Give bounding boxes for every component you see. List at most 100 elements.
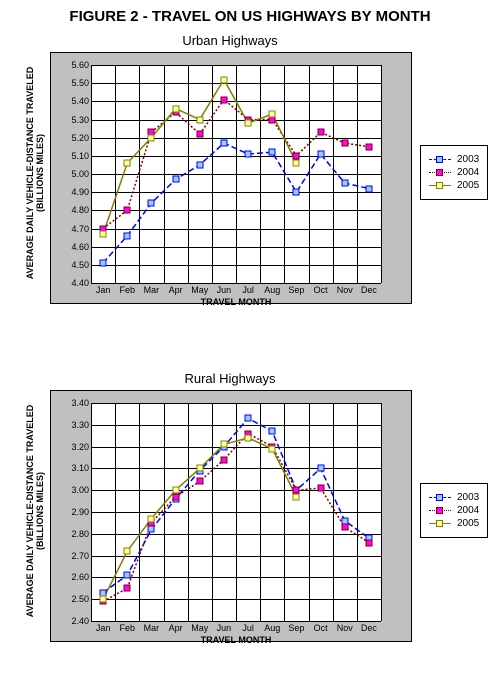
series-marker-2003 [245,415,252,422]
xtick-label: Jan [91,623,115,633]
ytick-label: 5.60 [61,60,89,70]
xtick-label: Mar [139,623,163,633]
rural-subtitle: Rural Highways [50,371,410,386]
series-marker-2005 [100,596,107,603]
xtick-label: Dec [357,623,381,633]
legend-label: 2005 [457,180,479,191]
series-marker-2005 [269,111,276,118]
series-marker-2003 [196,161,203,168]
series-marker-2004 [365,539,372,546]
ytick-label: 4.70 [61,224,89,234]
ytick-label: 2.70 [61,551,89,561]
series-marker-2004 [124,585,131,592]
legend-label: 2004 [457,167,479,178]
xtick-label: Nov [333,623,357,633]
series-marker-2005 [269,445,276,452]
ytick-label: 2.80 [61,529,89,539]
xtick-label: Sep [284,623,308,633]
xtick-label: Jul [236,285,260,295]
urban-ylabel: AVERAGE DAILY VEHICLE-DISTANCE TRAVELED … [25,63,45,283]
xtick-label: Apr [164,623,188,633]
xtick-label: Aug [260,285,284,295]
series-marker-2003 [269,149,276,156]
xtick-label: Jan [91,285,115,295]
figure-page: FIGURE 2 - TRAVEL ON US HIGHWAYS BY MONT… [0,0,500,700]
legend-swatch [429,506,451,516]
ytick-label: 3.20 [61,442,89,452]
legend-swatch [429,168,451,178]
ytick-label: 4.50 [61,260,89,270]
series-marker-2005 [220,441,227,448]
ytick-label: 4.60 [61,242,89,252]
ytick-label: 4.80 [61,205,89,215]
gridline-v [381,65,382,283]
figure-title: FIGURE 2 - TRAVEL ON US HIGHWAYS BY MONT… [0,8,500,25]
series-marker-2005 [148,515,155,522]
xtick-label: Sep [284,285,308,295]
series-marker-2004 [124,207,131,214]
xtick-label: Aug [260,623,284,633]
series-marker-2004 [293,152,300,159]
series-marker-2003 [293,189,300,196]
series-marker-2005 [220,76,227,83]
legend-swatch [429,519,451,529]
series-marker-2005 [172,487,179,494]
gridline-h [91,283,381,284]
series-line-2005 [103,80,296,234]
urban-plot-area: AVERAGE DAILY VEHICLE-DISTANCE TRAVELED … [50,52,412,304]
rural-xlabel: TRAVEL MONTH [91,635,381,645]
series-marker-2003 [124,572,131,579]
series-marker-2004 [341,524,348,531]
legend-label: 2003 [457,154,479,165]
ytick-label: 5.10 [61,151,89,161]
ytick-label: 3.30 [61,420,89,430]
series-marker-2003 [220,140,227,147]
series-marker-2003 [100,260,107,267]
series-marker-2004 [196,131,203,138]
series-marker-2004 [220,456,227,463]
series-line-2004 [103,434,369,602]
legend-swatch [429,181,451,191]
series-marker-2003 [148,200,155,207]
urban-legend: 2003 2004 2005 [420,145,488,200]
series-marker-2005 [196,116,203,123]
series-marker-2005 [245,434,252,441]
legend-entry-2004: 2004 [429,167,479,178]
legend-entry-2005: 2005 [429,518,479,529]
ytick-label: 3.10 [61,463,89,473]
legend-swatch [429,493,451,503]
ytick-label: 5.00 [61,169,89,179]
series-marker-2004 [172,493,179,500]
urban-subtitle: Urban Highways [50,33,410,48]
ytick-label: 2.60 [61,572,89,582]
series-marker-2003 [124,232,131,239]
series-marker-2003 [245,151,252,158]
gridline-v [381,403,382,621]
series-marker-2005 [100,230,107,237]
legend-entry-2004: 2004 [429,505,479,516]
series-marker-2003 [317,151,324,158]
series-marker-2004 [317,129,324,136]
xtick-label: Feb [115,623,139,633]
ytick-label: 5.20 [61,133,89,143]
series-marker-2005 [172,105,179,112]
legend-entry-2003: 2003 [429,492,479,503]
xtick-label: May [188,623,212,633]
ytick-label: 2.40 [61,616,89,626]
series-marker-2004 [220,96,227,103]
ytick-label: 2.90 [61,507,89,517]
legend-entry-2003: 2003 [429,154,479,165]
series-marker-2005 [196,465,203,472]
ytick-label: 4.90 [61,187,89,197]
legend-entry-2005: 2005 [429,180,479,191]
rural-grid [91,403,381,621]
series-marker-2004 [365,143,372,150]
ytick-label: 5.50 [61,78,89,88]
series-marker-2005 [245,120,252,127]
series-marker-2004 [317,485,324,492]
urban-xlabel: TRAVEL MONTH [91,297,381,307]
series-marker-2003 [317,465,324,472]
series-marker-2005 [293,160,300,167]
ytick-label: 2.50 [61,594,89,604]
series-marker-2005 [124,548,131,555]
